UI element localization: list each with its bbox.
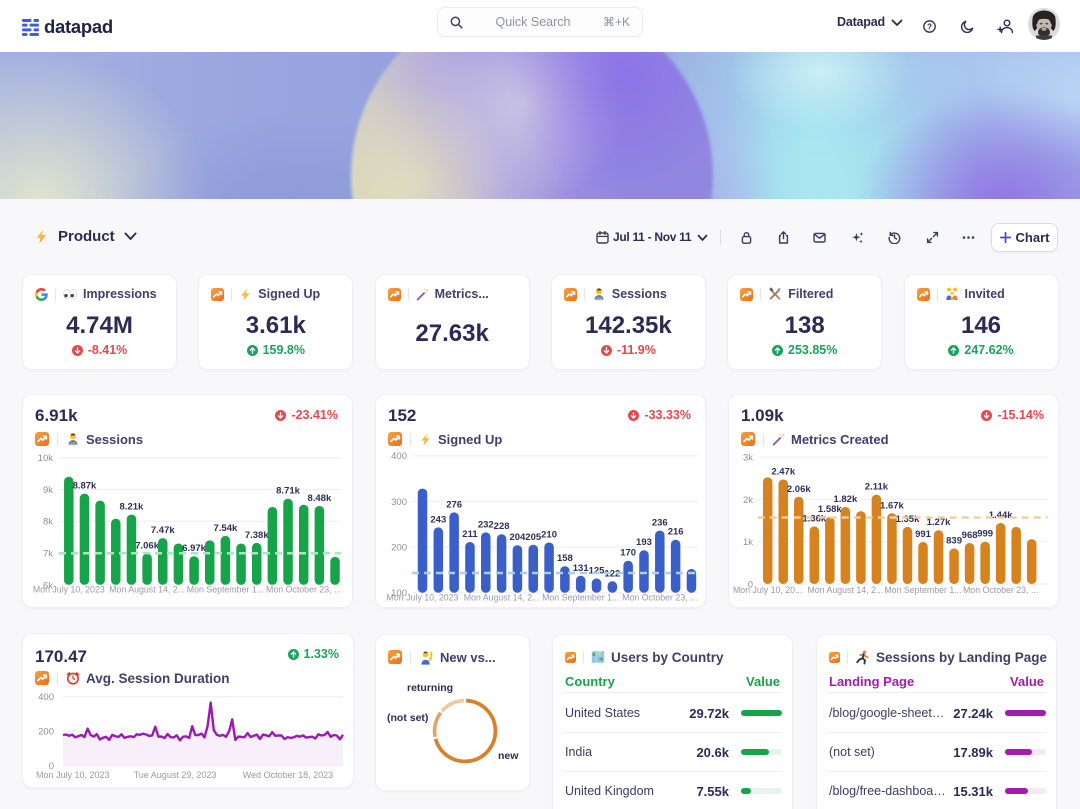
svg-text:122: 122	[604, 568, 620, 579]
svg-text:Mon September 1...: Mon September 1...	[542, 593, 619, 603]
svg-text:2.47k: 2.47k	[771, 466, 795, 477]
svg-text:Mon August 14, 2...: Mon August 14, 2...	[109, 585, 185, 595]
svg-text:6.97k: 6.97k	[182, 543, 206, 554]
svg-text:7.38k: 7.38k	[245, 530, 269, 541]
svg-text:Wed October 18, 2023: Wed October 18, 2023	[243, 770, 333, 780]
svg-text:Mon July 10, 2023: Mon July 10, 2023	[387, 593, 459, 603]
svg-text:7.54k: 7.54k	[214, 523, 238, 534]
svg-text:10k: 10k	[38, 453, 54, 464]
svg-text:?: ?	[927, 22, 932, 31]
svg-text:Mon October 23, ...: Mon October 23, ...	[963, 585, 1038, 595]
svg-text:236: 236	[652, 518, 668, 529]
svg-text:204: 204	[509, 532, 526, 543]
svg-text:8.21k: 8.21k	[120, 502, 144, 513]
svg-text:839: 839	[946, 535, 962, 546]
svg-text:8.71k: 8.71k	[276, 486, 300, 497]
svg-text:125: 125	[589, 566, 606, 577]
svg-text:216: 216	[668, 527, 684, 538]
svg-text:131: 131	[573, 563, 590, 574]
svg-text:999: 999	[977, 529, 993, 540]
svg-text:9k: 9k	[43, 485, 53, 496]
svg-text:Mon October 23, ...: Mon October 23, ...	[266, 585, 341, 595]
svg-text:0: 0	[748, 580, 753, 591]
svg-text:2.11k: 2.11k	[865, 482, 889, 493]
svg-text:Mon July 10, 20...: Mon July 10, 20...	[733, 585, 802, 595]
svg-text:100: 100	[391, 588, 407, 599]
svg-text:276: 276	[446, 499, 462, 510]
svg-text:1.58k: 1.58k	[818, 504, 842, 515]
svg-text:1.82k: 1.82k	[833, 494, 857, 505]
svg-text:991: 991	[915, 529, 932, 540]
svg-text:1.36k: 1.36k	[802, 513, 826, 524]
svg-text:243: 243	[430, 514, 446, 525]
svg-text:Mon August 14, 2...: Mon August 14, 2...	[807, 585, 883, 595]
svg-text:Mon September 1...: Mon September 1...	[187, 585, 264, 595]
svg-text:8.48k: 8.48k	[307, 493, 331, 504]
svg-text:232: 232	[478, 519, 494, 530]
svg-text:1.67k: 1.67k	[880, 500, 904, 511]
svg-text:7k: 7k	[43, 549, 53, 560]
svg-text:Mon October 23, ...: Mon October 23, ...	[622, 593, 697, 603]
svg-text:2k: 2k	[743, 495, 753, 506]
svg-text:2.06k: 2.06k	[787, 484, 811, 495]
svg-text:170: 170	[620, 548, 636, 559]
svg-text:1.44k: 1.44k	[989, 510, 1013, 521]
svg-text:211: 211	[462, 529, 478, 540]
svg-text:7.47k: 7.47k	[151, 525, 175, 536]
svg-text:8.87k: 8.87k	[73, 481, 97, 492]
svg-text:8k: 8k	[43, 517, 53, 528]
svg-text:205: 205	[525, 532, 542, 543]
svg-text:200: 200	[391, 543, 407, 554]
svg-text:Tue August 29, 2023: Tue August 29, 2023	[134, 770, 217, 780]
svg-text:7.06k: 7.06k	[135, 541, 159, 552]
svg-text:400: 400	[38, 692, 54, 703]
svg-text:193: 193	[636, 537, 652, 548]
svg-text:210: 210	[541, 529, 557, 540]
svg-text:0: 0	[49, 761, 54, 772]
svg-text:968: 968	[962, 530, 978, 541]
svg-text:228: 228	[494, 521, 510, 532]
svg-text:158: 158	[557, 553, 573, 564]
svg-text:1.27k: 1.27k	[927, 517, 951, 528]
svg-text:200: 200	[38, 727, 54, 738]
svg-text:6k: 6k	[43, 580, 53, 591]
svg-text:Mon September 1...: Mon September 1...	[884, 585, 961, 595]
svg-text:1k: 1k	[743, 537, 753, 548]
svg-text:Mon July 10, 2023: Mon July 10, 2023	[33, 585, 105, 595]
svg-text:Mon July 10, 2023: Mon July 10, 2023	[36, 770, 110, 780]
svg-text:Mon August 14, 2...: Mon August 14, 2...	[464, 593, 540, 603]
svg-text:1.35k: 1.35k	[896, 514, 920, 525]
svg-text:400: 400	[391, 451, 407, 462]
svg-text:3k: 3k	[743, 453, 753, 464]
svg-text:300: 300	[391, 497, 407, 508]
